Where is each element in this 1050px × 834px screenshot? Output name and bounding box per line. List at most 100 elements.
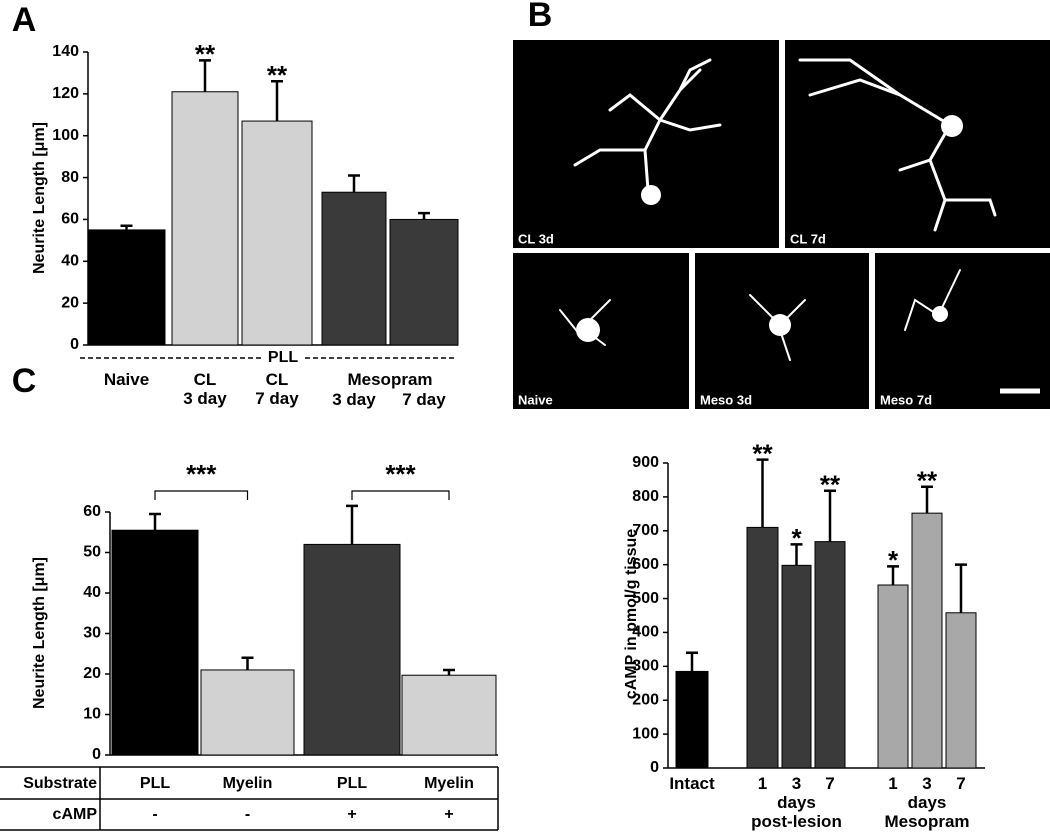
- y-tick-label: 80: [61, 169, 79, 186]
- image: [513, 40, 779, 248]
- panel-label: C: [12, 362, 37, 400]
- y-axis-label: Neurite Length [μm]: [31, 557, 48, 709]
- significance: *: [888, 545, 899, 575]
- image: [875, 253, 1050, 409]
- table-cell: -: [245, 806, 250, 823]
- y-tick-label: 40: [83, 584, 101, 601]
- error-bar: [348, 174, 360, 193]
- bar: [171, 91, 239, 346]
- x-tick-label: 3: [922, 774, 932, 793]
- bar: [877, 584, 909, 769]
- x-tick-label: Myelin: [424, 775, 474, 792]
- row-header: cAMP: [53, 806, 98, 823]
- bar: [87, 229, 166, 346]
- error-bar: [120, 224, 133, 230]
- y-tick-label: 100: [52, 127, 79, 144]
- significance: **: [752, 438, 773, 468]
- panel-label: A: [12, 1, 37, 39]
- group-label: days post-lesion: [751, 793, 842, 831]
- y-tick-label: 0: [92, 746, 101, 763]
- image-label: Meso 7d: [880, 392, 932, 407]
- error-bar: [955, 563, 967, 613]
- bar: [111, 529, 199, 756]
- error-bar: [686, 651, 698, 672]
- bar: [675, 670, 709, 769]
- x-tick-label: Intact: [669, 774, 715, 793]
- image: [785, 40, 1050, 248]
- bar: [200, 669, 295, 756]
- micrographs: [513, 40, 1050, 409]
- image-label: Meso 3d: [700, 392, 752, 407]
- y-tick-label: 0: [650, 759, 659, 776]
- x-tick-label: PLL: [337, 775, 367, 792]
- error-bar: [824, 489, 836, 542]
- bar: [303, 543, 401, 756]
- table-cell: +: [444, 806, 453, 823]
- y-tick-label: 20: [83, 665, 101, 682]
- neurons: [559, 58, 997, 361]
- error-bar: [443, 668, 455, 676]
- panel-label: D: [546, 362, 571, 400]
- substrate-label: PLL: [268, 349, 298, 366]
- y-tick-label: 140: [52, 43, 79, 60]
- y-tick-label: 900: [632, 454, 659, 471]
- bar: [389, 218, 459, 346]
- table-frame: [0, 766, 499, 831]
- x-tick-label: 1: [757, 774, 768, 793]
- bar: [241, 120, 313, 346]
- bar: [746, 526, 779, 769]
- y-axis-label: Neurite Length [μm]: [31, 122, 48, 274]
- x-tick-label: 1: [888, 774, 898, 793]
- significance: **: [195, 39, 216, 69]
- error-bar: [199, 59, 211, 92]
- y-axis-label: cAMP in pmol/g tissue: [623, 529, 640, 700]
- error-bar: [756, 458, 769, 528]
- significance: ***: [186, 459, 217, 489]
- y-tick-label: 60: [61, 211, 79, 228]
- significance: *: [791, 523, 802, 553]
- significance: **: [917, 466, 938, 496]
- panel-label: B: [528, 0, 553, 34]
- group-label: Mesopram: [347, 370, 433, 389]
- x-tick-label: CL 7 day: [255, 370, 299, 408]
- y-tick-label: 500: [632, 590, 659, 607]
- y-tick-label: 10: [83, 706, 101, 723]
- bracket: [351, 490, 450, 500]
- y-tick-label: 700: [632, 522, 659, 539]
- significance: ***: [385, 459, 416, 489]
- significance: **: [267, 60, 288, 90]
- error-bar: [921, 485, 933, 514]
- cell-bodies: [576, 115, 963, 342]
- y-tick-label: 20: [61, 294, 79, 311]
- error-bar: [346, 504, 358, 545]
- table-cell: -: [152, 806, 157, 823]
- x-tick-label: PLL: [140, 775, 170, 792]
- group-label: days Mesopram: [884, 793, 970, 831]
- x-tick-label: CL 3 day: [183, 370, 227, 408]
- bar: [781, 564, 812, 769]
- bar: [945, 612, 977, 769]
- image-label: Naive: [518, 392, 553, 407]
- error-bar: [790, 543, 803, 566]
- error-bar: [887, 565, 899, 585]
- y-tick-label: 40: [61, 253, 79, 270]
- y-tick-label: 30: [83, 625, 101, 642]
- y-tick-label: 400: [632, 624, 659, 641]
- image-label: CL 7d: [790, 231, 826, 246]
- y-tick-label: 300: [632, 658, 659, 675]
- y-tick-label: 120: [52, 85, 79, 102]
- x-tick-label: 7 day: [402, 390, 446, 409]
- x-tick-label: 7: [956, 774, 966, 793]
- x-tick-label: 3 day: [332, 390, 376, 409]
- y-tick-label: 50: [83, 544, 101, 561]
- x-tick-label: Myelin: [223, 775, 273, 792]
- row-header: Substrate: [23, 775, 97, 792]
- bracket: [154, 490, 249, 500]
- error-bar: [418, 211, 430, 220]
- x-tick-label: 7: [825, 774, 835, 793]
- significance: **: [820, 470, 841, 500]
- image-label: CL 3d: [518, 231, 554, 246]
- y-tick-label: 800: [632, 488, 659, 505]
